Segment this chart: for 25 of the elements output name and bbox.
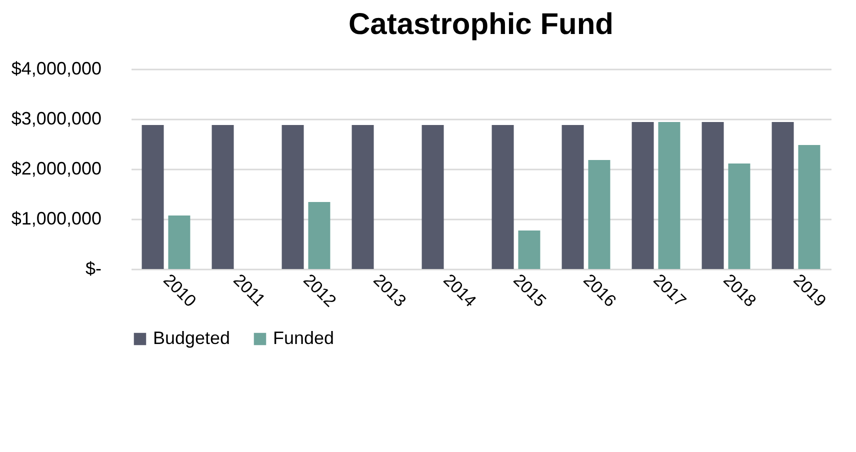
bar: [308, 202, 330, 269]
bar: [168, 216, 190, 269]
bar: [772, 122, 794, 269]
y-tick-label: $4,000,000: [11, 58, 102, 78]
legend-label: Budgeted: [153, 328, 230, 348]
bar: [702, 122, 724, 269]
bar: [422, 125, 444, 269]
y-tick-label: $-: [85, 258, 102, 278]
bar: [632, 122, 654, 269]
y-tick-label: $2,000,000: [11, 158, 102, 178]
bar: [658, 122, 680, 269]
y-tick-label: $3,000,000: [11, 108, 102, 128]
chart-title: Catastrophic Fund: [348, 8, 614, 41]
y-tick-label: $1,000,000: [11, 208, 102, 228]
bar: [282, 125, 304, 269]
bar: [798, 145, 820, 269]
bar: [352, 125, 374, 269]
bar: [588, 160, 610, 269]
bar: [562, 125, 584, 269]
bar: [142, 125, 164, 269]
bar: [518, 230, 540, 269]
bar: [492, 125, 514, 269]
legend-label: Funded: [273, 328, 334, 348]
bar: [212, 125, 234, 269]
bar: [728, 164, 750, 269]
